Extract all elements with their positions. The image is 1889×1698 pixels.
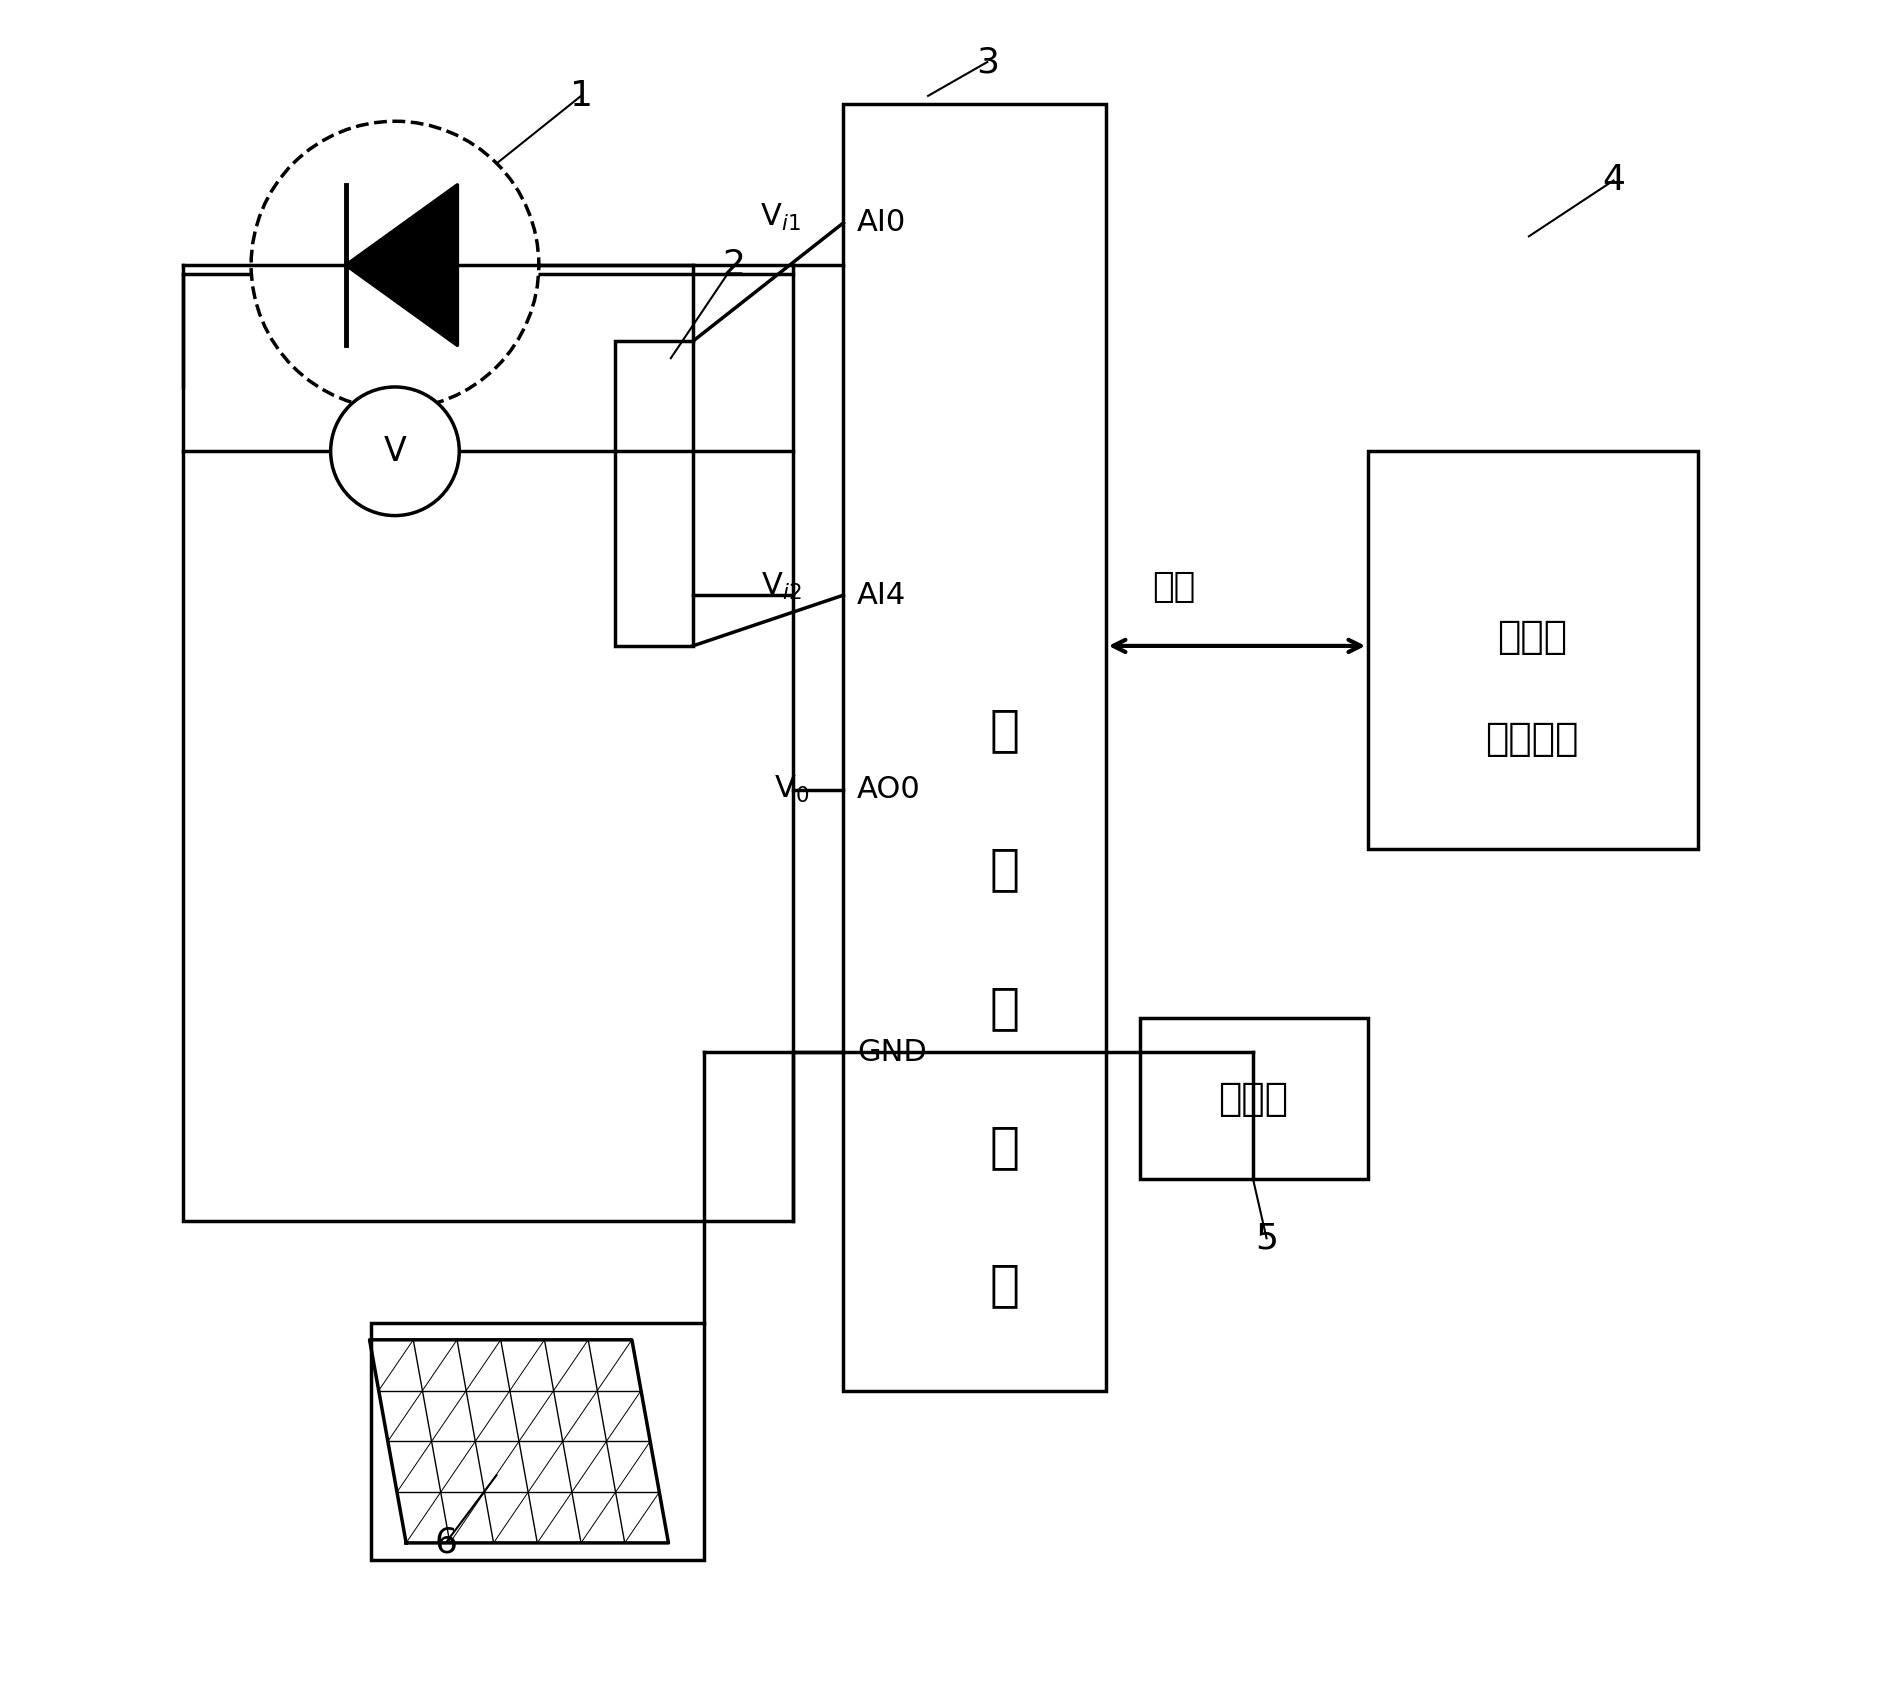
Text: AO0: AO0 (856, 776, 920, 805)
Bar (842, 104, 1105, 1391)
Text: V: V (383, 435, 406, 467)
Bar (183, 273, 791, 1221)
Text: 驱动: 驱动 (1150, 569, 1194, 603)
Text: V$_{i2}$: V$_{i2}$ (759, 571, 801, 603)
Text: 计算机: 计算机 (1496, 618, 1566, 657)
Text: 采: 采 (988, 985, 1018, 1032)
Bar (1368, 452, 1696, 849)
Text: 3: 3 (975, 46, 997, 80)
Text: 5: 5 (1254, 1221, 1277, 1255)
Text: 据: 据 (988, 846, 1018, 893)
Circle shape (331, 387, 459, 516)
Text: 6: 6 (434, 1527, 457, 1560)
Text: 温度计: 温度计 (1217, 1080, 1288, 1119)
Text: 1: 1 (569, 78, 593, 112)
Text: 集: 集 (988, 1122, 1018, 1172)
Text: AI4: AI4 (856, 581, 905, 610)
Text: 数: 数 (988, 706, 1018, 754)
Text: V$_{i1}$: V$_{i1}$ (759, 202, 801, 233)
Polygon shape (346, 185, 457, 345)
Bar (370, 1323, 703, 1560)
Text: 卡: 卡 (988, 1262, 1018, 1309)
Text: 2: 2 (722, 248, 744, 282)
Text: V$_0$: V$_0$ (774, 774, 808, 805)
Text: GND: GND (856, 1037, 926, 1066)
Text: AI0: AI0 (856, 209, 905, 238)
Bar (614, 341, 693, 645)
Bar (1139, 1019, 1368, 1178)
Circle shape (251, 121, 538, 409)
Text: 测试平台: 测试平台 (1485, 720, 1577, 757)
Text: 4: 4 (1602, 163, 1625, 197)
